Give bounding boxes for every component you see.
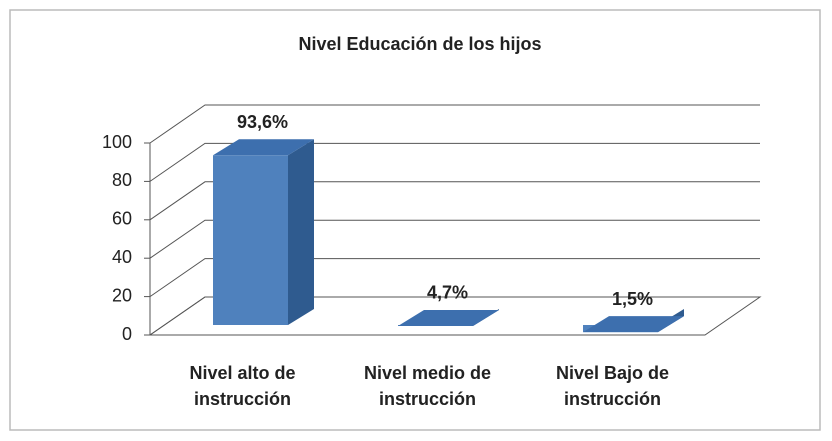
- y-tick-label: 80: [112, 170, 132, 190]
- y-tick-label: 20: [112, 285, 132, 305]
- y-tick-label: 100: [102, 132, 132, 152]
- value-label: 4,7%: [427, 283, 468, 303]
- bar-top: [398, 309, 499, 326]
- grid-line: [149, 181, 760, 221]
- bar-top: [213, 139, 314, 156]
- x-tick-label: Nivel medio de instrucción: [363, 363, 492, 409]
- grid-line: [149, 258, 760, 298]
- grid-line: [149, 142, 760, 182]
- grid-line: [149, 296, 760, 336]
- chart-title: Nivel Educación de los hijos: [298, 34, 541, 54]
- bar-top: [583, 316, 684, 333]
- grid-line: [149, 219, 760, 259]
- grid-line: [149, 104, 760, 144]
- x-tick-label: Nivel Bajo de instrucción: [555, 363, 670, 409]
- x-tick-label: Nivel alto de instrucción: [189, 363, 296, 409]
- bar: [213, 155, 288, 325]
- bar-side: [288, 139, 314, 325]
- y-tick-label: 60: [112, 209, 132, 229]
- y-tick-label: 40: [112, 247, 132, 267]
- value-label: 93,6%: [237, 112, 288, 132]
- y-tick-label: 0: [122, 324, 132, 344]
- value-label: 1,5%: [612, 289, 653, 309]
